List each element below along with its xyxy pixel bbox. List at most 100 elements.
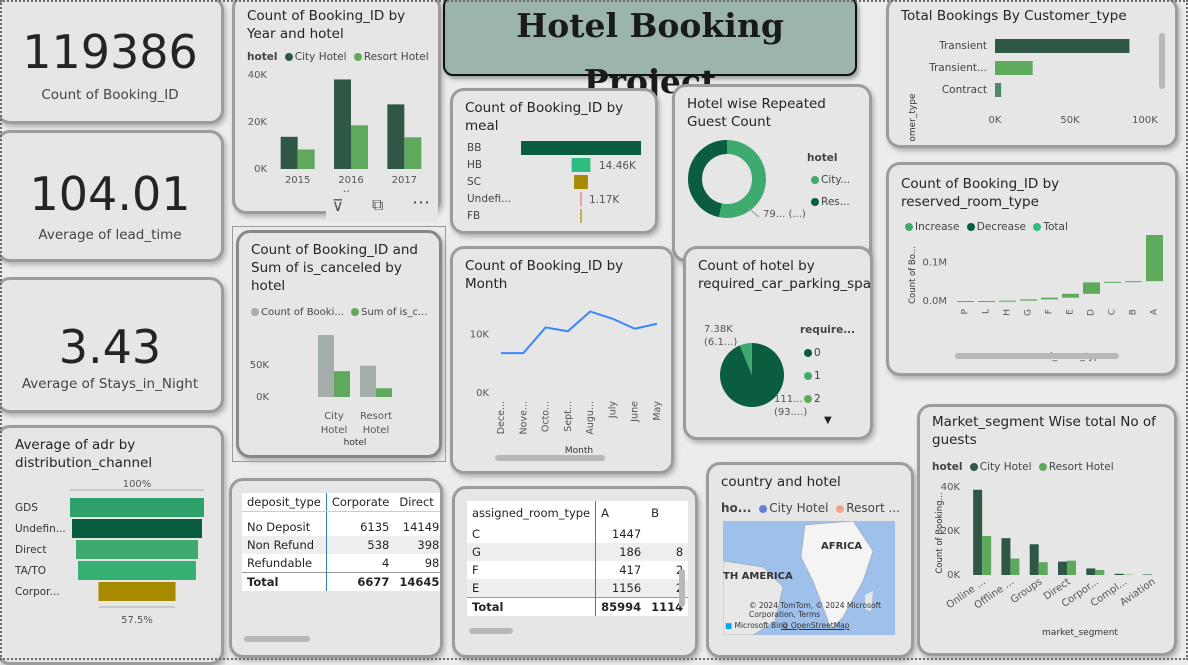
legend-scroll-down-icon[interactable]: ▼ <box>824 415 832 426</box>
map-canvas[interactable]: AFRICA TH AMERICA © 2024 TomTom, © 2024 … <box>723 521 895 635</box>
funnel-category: Direct <box>15 544 46 556</box>
bar <box>1086 568 1095 575</box>
y-tick-label: 0.0M <box>922 296 947 307</box>
filter-icon[interactable]: ⊽ <box>332 196 344 215</box>
donut-label: 79... (...) <box>763 209 806 220</box>
map-credit: © 2024 TomTom, © 2024 Microsoft Corporat… <box>749 601 889 619</box>
funnel-bar <box>70 498 204 517</box>
funnel-bar <box>78 561 196 580</box>
table-row[interactable]: F4172 <box>467 561 688 579</box>
chart-legend: require... 0 1 2 <box>800 319 855 411</box>
table-header: assigned_room_type A B <box>467 501 688 525</box>
y-tick-label: 40K <box>941 482 961 493</box>
focus-mode-icon[interactable]: ⧉ <box>372 195 383 215</box>
y-tick-label: Undefi... <box>467 193 511 205</box>
chart-title: Hotel wise Repeated Guest Count <box>687 95 867 131</box>
bar <box>298 149 315 169</box>
osm-link[interactable]: © OpenStreetMap <box>781 621 850 630</box>
bar <box>580 192 582 206</box>
table-row[interactable]: E11562 <box>467 579 688 598</box>
bar <box>1001 538 1010 575</box>
map-label-africa: AFRICA <box>821 541 862 552</box>
x-tick-label: Nove... <box>518 401 529 434</box>
horizontal-scrollbar[interactable] <box>244 636 310 642</box>
funnel-bar <box>76 540 198 559</box>
bar <box>982 536 991 575</box>
col-header[interactable]: Corporate <box>326 493 394 512</box>
waterfall-bar <box>957 301 974 302</box>
col-header[interactable]: Direct <box>394 493 443 512</box>
y-tick-label: Transient <box>938 40 987 52</box>
funnel-category: GDS <box>15 502 38 514</box>
y-tick-label: 0K <box>947 570 960 581</box>
bar <box>1095 570 1104 575</box>
chart-legend: hotel City... Res... <box>807 147 850 213</box>
chart-title: Count of Booking_ID by reserved_room_typ… <box>901 175 1101 211</box>
leader-line <box>747 207 759 217</box>
room-card[interactable]: Count of Booking_ID by reserved_room_typ… <box>886 162 1178 376</box>
kpi-card-stays[interactable]: 3.43 Average of Stays_in_Night <box>0 277 224 413</box>
bar <box>281 137 298 169</box>
customer-type-chart: customer_typeTransientTransient...Contra… <box>889 29 1169 141</box>
vertical-scrollbar[interactable] <box>679 569 685 607</box>
chart-title: Count of hotel by required_car_parking_s… <box>698 257 870 293</box>
x-axis-label: market_segment <box>1042 628 1118 638</box>
horizontal-scrollbar[interactable] <box>955 353 1119 359</box>
bar <box>1010 559 1019 575</box>
kpi-label: Count of Booking_ID <box>0 87 221 103</box>
donut-slice <box>720 147 759 211</box>
x-tick-label: H <box>1003 309 1013 316</box>
kpi-card-bookings[interactable]: 119386 Count of Booking_ID <box>0 0 224 124</box>
chart-title: Count of Booking_ID by Year and hotel <box>247 7 437 43</box>
parking-card[interactable]: Count of hotel by required_car_parking_s… <box>683 246 873 440</box>
x-tick-label: Octo... <box>541 401 552 432</box>
col-header[interactable]: deposit_type <box>242 493 326 512</box>
adr-card[interactable]: Average of adr by distribution_channel 1… <box>0 425 224 665</box>
kpi-value: 119386 <box>0 25 221 79</box>
x-tick-label: 0K <box>989 115 1002 126</box>
deposit-table-card[interactable]: deposit_type Corporate Direct No Deposit… <box>229 478 443 658</box>
vertical-scrollbar[interactable] <box>1159 33 1165 89</box>
chart-title: country and hotel <box>721 473 841 491</box>
x-tick-label: P <box>961 308 971 314</box>
legend-resort: Resort Hotel <box>364 51 429 63</box>
table-header: deposit_type Corporate Direct <box>242 493 443 512</box>
y-tick-label: 40K <box>248 70 268 81</box>
deposit-table: deposit_type Corporate Direct No Deposit… <box>242 493 443 591</box>
bar <box>1115 574 1124 575</box>
x-tick-label: 2015 <box>285 175 310 186</box>
year-hotel-card[interactable]: Count of Booking_ID by Year and hotel ho… <box>232 0 441 214</box>
kpi-value: 104.01 <box>0 167 221 221</box>
kpi-card-lead-time[interactable]: 104.01 Average of lead_time <box>0 130 224 262</box>
waterfall-bar <box>1083 282 1100 293</box>
y-axis-label: Count of Booking... <box>935 492 945 573</box>
y-tick-label: Contract <box>942 84 987 96</box>
repeated-card[interactable]: Hotel wise Repeated Guest Count 79... (.… <box>672 84 872 262</box>
series-line <box>501 311 657 353</box>
horizontal-scrollbar[interactable] <box>469 628 513 634</box>
map-card[interactable]: country and hotel ho... City Hotel Resor… <box>706 462 914 658</box>
bar <box>334 79 351 169</box>
chart-legend: Increase Decrease Total <box>901 221 1068 233</box>
waterfall-bar <box>978 301 995 302</box>
customer-card[interactable]: Total Bookings By Customer_type customer… <box>886 0 1178 148</box>
more-options-icon[interactable]: ⋯ <box>412 192 430 213</box>
x-tick-label: June <box>630 401 641 423</box>
waterfall-bar <box>1146 235 1163 281</box>
x-tick-label: L <box>982 309 992 314</box>
bar <box>521 141 641 155</box>
market-card[interactable]: Market_segment Wise total No of guests h… <box>917 404 1177 656</box>
horizontal-scrollbar[interactable] <box>495 455 605 461</box>
bar <box>351 125 368 169</box>
